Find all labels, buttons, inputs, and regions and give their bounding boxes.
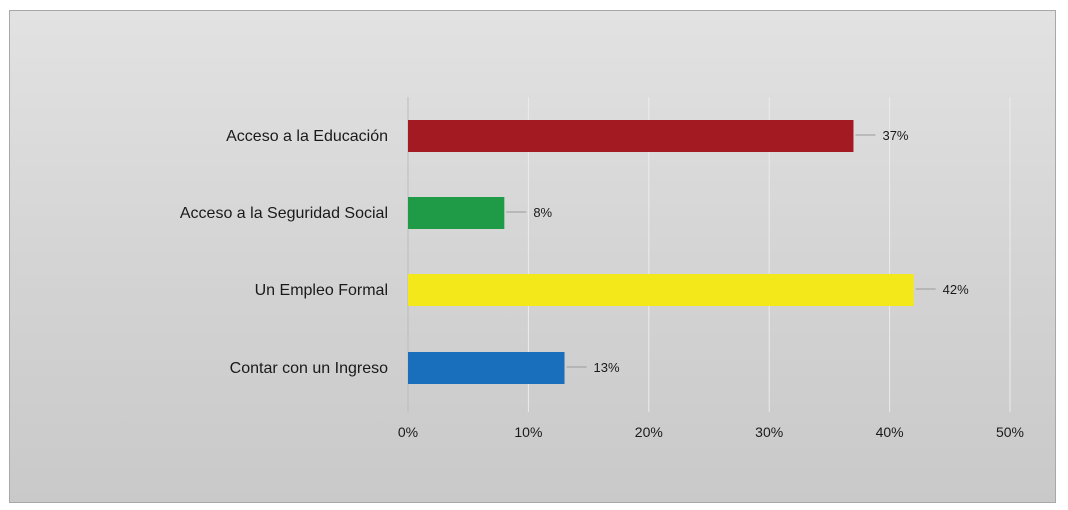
category-label: Un Empleo Formal: [255, 282, 388, 299]
x-tick-label: 0%: [398, 424, 418, 440]
x-tick-label: 20%: [635, 424, 663, 440]
data-label: 8%: [533, 205, 552, 220]
category-label: Acceso a la Seguridad Social: [180, 205, 388, 222]
category-label: Acceso a la Educación: [226, 128, 388, 145]
x-tick-label: 40%: [876, 424, 904, 440]
bar: [408, 352, 565, 384]
category-label: Contar con un Ingreso: [230, 360, 388, 377]
bar: [408, 197, 505, 229]
x-tick-label: 10%: [514, 424, 542, 440]
data-label: 37%: [882, 128, 908, 143]
bar: [408, 274, 914, 306]
bar: [408, 120, 854, 152]
data-label: 42%: [943, 282, 969, 297]
x-tick-label: 50%: [996, 424, 1024, 440]
x-tick-label: 30%: [755, 424, 783, 440]
data-label: 13%: [594, 360, 620, 375]
chart-background: [9, 10, 1056, 503]
